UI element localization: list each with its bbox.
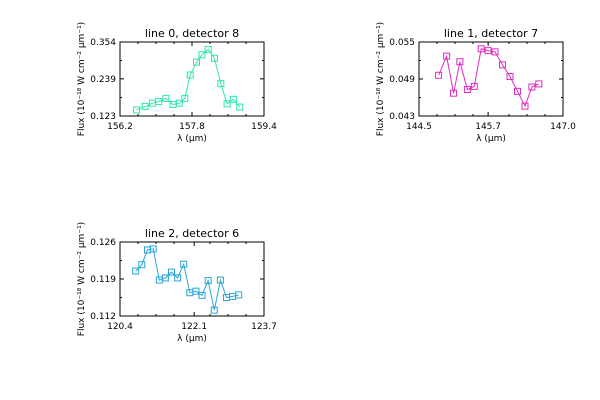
data-point xyxy=(161,274,169,282)
data-point xyxy=(535,80,543,88)
data-point xyxy=(521,102,529,110)
y-axis-label: Flux (10⁻¹⁸ W cm⁻² μm⁻¹) xyxy=(376,22,386,136)
data-point xyxy=(217,80,225,88)
x-tick-label: 144.5 xyxy=(406,122,432,132)
x-tick-label: 156.2 xyxy=(107,122,133,132)
data-point xyxy=(491,48,499,56)
chart-panel-1: 144.5 145.7 147.0 0.043 0.049 0.055 line 1, de… xyxy=(376,22,576,144)
data-point xyxy=(162,94,170,102)
x-tick-label: 159.4 xyxy=(251,122,277,132)
data-point xyxy=(198,51,206,59)
data-point xyxy=(210,306,218,314)
data-point xyxy=(513,87,521,95)
data-point xyxy=(236,103,244,111)
data-point xyxy=(204,45,212,53)
data-point xyxy=(216,276,224,284)
data-point xyxy=(181,94,189,102)
data-point xyxy=(141,102,149,110)
data-point xyxy=(506,73,514,81)
x-tick-label: 147.0 xyxy=(550,122,576,132)
x-axis-label: λ (μm) xyxy=(177,334,207,344)
data-point xyxy=(470,82,478,90)
data-point xyxy=(198,291,206,299)
data-point xyxy=(132,267,140,275)
x-tick-label: 120.4 xyxy=(107,322,133,332)
x-tick-label: 157.8 xyxy=(179,122,205,132)
y-tick-label: 0.112 xyxy=(90,312,116,322)
x-tick-label: 145.7 xyxy=(475,122,501,132)
x-axis-label: λ (μm) xyxy=(177,134,207,144)
data-point xyxy=(484,47,492,55)
y-tick-label: 0.043 xyxy=(389,112,415,122)
data-point xyxy=(186,71,194,79)
y-tick-label: 0.123 xyxy=(90,112,116,122)
y-tick-label: 0.119 xyxy=(90,275,116,285)
chart-title: line 0, detector 8 xyxy=(145,27,239,40)
data-point xyxy=(192,287,200,295)
data-point xyxy=(463,85,471,93)
chart-panel-2: 120.4 122.1 123.7 0.112 0.119 0.126 line 2, de… xyxy=(77,222,277,344)
data-point xyxy=(175,99,183,107)
series-line xyxy=(136,48,241,111)
data-point xyxy=(211,54,218,62)
data-point xyxy=(499,61,507,69)
series-line xyxy=(438,48,540,108)
y-tick-label: 0.239 xyxy=(90,75,116,85)
y-tick-label: 0.049 xyxy=(389,75,415,85)
data-point xyxy=(528,83,536,91)
data-point xyxy=(180,260,188,268)
data-point xyxy=(155,98,163,106)
data-point xyxy=(235,291,243,299)
y-tick-label: 0.354 xyxy=(90,38,116,48)
data-point xyxy=(456,58,464,66)
data-point xyxy=(133,106,141,114)
chart-panel-0: 156.2 157.8 159.4 0.123 0.239 0.354 line 0, de… xyxy=(77,22,277,144)
y-axis-label: Flux (10⁻¹⁸ W cm⁻² μm⁻¹) xyxy=(77,222,87,336)
x-tick-label: 122.1 xyxy=(181,322,207,332)
data-point xyxy=(435,71,443,79)
data-point xyxy=(174,274,182,282)
data-point xyxy=(223,100,231,108)
y-axis-label: Flux (10⁻¹⁸ W cm⁻² μm⁻¹) xyxy=(77,22,87,136)
data-point xyxy=(138,261,146,269)
x-axis-label: λ (μm) xyxy=(476,134,506,144)
data-point xyxy=(149,245,157,253)
data-point xyxy=(229,95,237,103)
chart-title: line 2, detector 6 xyxy=(145,227,239,240)
data-point xyxy=(477,45,485,53)
data-point xyxy=(443,52,451,60)
data-point xyxy=(204,277,212,285)
y-tick-label: 0.055 xyxy=(389,38,415,48)
y-tick-label: 0.126 xyxy=(90,238,116,248)
data-point xyxy=(167,268,175,276)
x-tick-label: 123.7 xyxy=(251,322,277,332)
data-point xyxy=(450,89,458,97)
chart-panels: 156.2 157.8 159.4 0.123 0.239 0.354 line 0, de… xyxy=(77,22,576,344)
chart-title: line 1, detector 7 xyxy=(444,27,538,40)
data-point xyxy=(193,58,200,66)
